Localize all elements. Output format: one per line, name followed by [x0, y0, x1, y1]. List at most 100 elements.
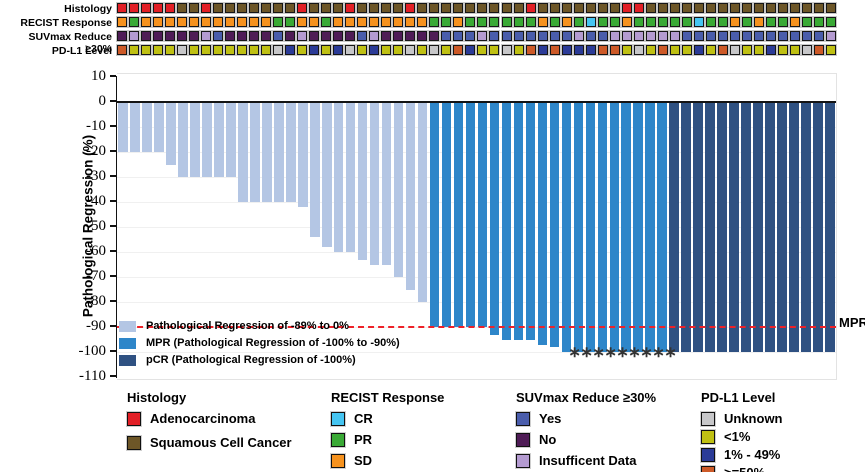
suvmax-cell	[249, 31, 260, 41]
legend-item: <1%	[701, 429, 783, 444]
histology-cell	[489, 3, 500, 13]
suvmax-cell	[213, 31, 224, 41]
recist-cell	[453, 17, 464, 27]
legend-item-swatch	[127, 411, 141, 426]
pdl1-cell	[657, 45, 668, 55]
pdl1-cell	[141, 45, 152, 55]
pdl1-cell	[225, 45, 236, 55]
regression-bar	[130, 102, 140, 152]
pdl1-cell	[357, 45, 368, 55]
gridline	[117, 177, 836, 178]
histology-cell	[801, 3, 812, 13]
y-tick-mark	[110, 325, 116, 327]
y-tick-mark	[110, 150, 116, 152]
regression-bar	[238, 102, 248, 202]
regression-bar	[273, 102, 284, 202]
gridline	[117, 252, 836, 253]
suvmax-cell	[765, 31, 776, 41]
asterisk-marker: ∗	[616, 344, 629, 361]
track-label-recist: RECIST Response	[20, 17, 112, 29]
suvmax-cell	[753, 31, 764, 41]
recist-cell	[669, 17, 680, 27]
pdl1-cell	[501, 45, 512, 55]
legend-item-label: >=50%	[724, 465, 765, 472]
histology-cell	[549, 3, 560, 13]
regression-bar	[154, 102, 164, 152]
regression-bar	[393, 102, 404, 277]
histology-cell	[189, 3, 200, 13]
track-cells-suvmax	[117, 31, 836, 41]
legend-item-label: Insufficent Data	[539, 453, 637, 468]
histology-cell	[453, 3, 464, 13]
recist-cell	[345, 17, 356, 27]
suvmax-cell	[237, 31, 248, 41]
pdl1-cell	[129, 45, 140, 55]
suvmax-cell	[789, 31, 800, 41]
y-tick-label: -20	[86, 143, 106, 159]
histology-cell	[201, 3, 212, 13]
recist-cell	[429, 17, 440, 27]
suvmax-cell	[705, 31, 716, 41]
recist-cell	[633, 17, 644, 27]
suvmax-cell	[597, 31, 608, 41]
suvmax-cell	[429, 31, 440, 41]
track-cells-histology	[117, 3, 836, 13]
histology-cell	[525, 3, 536, 13]
asterisk-marker: ∗	[568, 344, 581, 361]
histology-cell	[309, 3, 320, 13]
regression-bar	[250, 102, 260, 202]
regression-bar	[741, 102, 751, 352]
recist-cell	[561, 17, 572, 27]
track-label-pdl1: PD-L1 Level	[51, 45, 112, 57]
pdl1-cell	[825, 45, 836, 55]
suvmax-cell	[549, 31, 560, 41]
suvmax-cell	[393, 31, 404, 41]
legend-group-title: Histology	[127, 390, 187, 405]
histology-cell	[705, 3, 716, 13]
suvmax-cell	[729, 31, 740, 41]
regression-bar	[261, 102, 272, 202]
histology-cell	[357, 3, 368, 13]
legend-item: SD	[331, 453, 444, 468]
histology-cell	[669, 3, 680, 13]
recist-cell	[285, 17, 296, 27]
suvmax-cell	[813, 31, 824, 41]
pdl1-cell	[429, 45, 440, 55]
suvmax-cell	[345, 31, 356, 41]
histology-cell	[465, 3, 476, 13]
pdl1-cell	[705, 45, 716, 55]
recist-cell	[249, 17, 260, 27]
regression-bar	[166, 102, 176, 165]
recist-cell	[513, 17, 524, 27]
y-tick-mark	[110, 225, 116, 227]
legend-item: 1% - 49%	[701, 447, 783, 462]
suvmax-cell	[285, 31, 296, 41]
histology-cell	[333, 3, 344, 13]
suvmax-cell	[573, 31, 584, 41]
histology-cell	[117, 3, 127, 13]
suvmax-cell	[561, 31, 572, 41]
histology-cell	[825, 3, 836, 13]
asterisk-marker: ∗	[604, 344, 617, 361]
suvmax-cell	[441, 31, 452, 41]
plot-area: Pathological Regression of -89% to 0% MP…	[117, 73, 837, 380]
recist-cell	[681, 17, 692, 27]
histology-cell	[753, 3, 764, 13]
pdl1-cell	[537, 45, 548, 55]
legend-item-swatch	[127, 435, 141, 450]
histology-cell	[681, 3, 692, 13]
legend-item-label: Unknown	[724, 411, 783, 426]
regression-bar	[753, 102, 763, 352]
legend-item-swatch	[331, 432, 345, 447]
legend-item-label: Adenocarcinoma	[150, 411, 256, 426]
pdl1-cell	[177, 45, 188, 55]
histology-cell	[657, 3, 668, 13]
suvmax-cell	[825, 31, 836, 41]
histology-cell	[813, 3, 824, 13]
recist-cell	[621, 17, 632, 27]
histology-cell	[537, 3, 548, 13]
suvmax-cell	[297, 31, 308, 41]
y-tick-label: -90	[86, 318, 106, 334]
suvmax-cell	[777, 31, 788, 41]
legend-label-pcr: pCR (Pathological Regression of -100%)	[146, 354, 356, 366]
